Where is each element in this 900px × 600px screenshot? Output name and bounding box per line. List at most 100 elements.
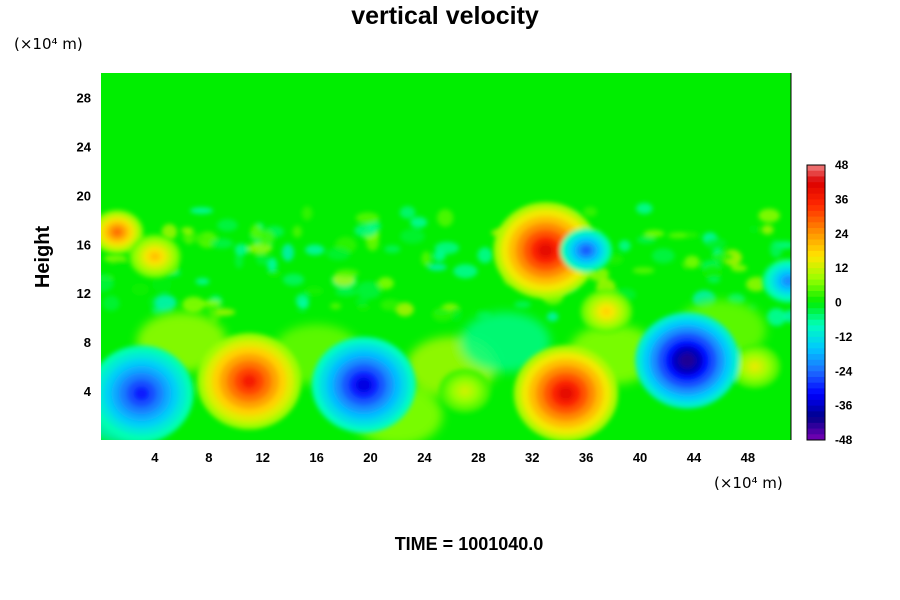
colorbar: 48 36 24 12 0 -12 -24 -36 -48 — [806, 158, 853, 447]
perturbation — [730, 264, 747, 272]
colorbar-segment — [807, 359, 825, 367]
perturbation — [514, 300, 531, 309]
colorbar-segment — [807, 165, 825, 172]
perturbation — [636, 202, 653, 215]
perturbation — [357, 304, 370, 311]
perturbation — [112, 259, 130, 267]
perturbation — [684, 255, 700, 269]
colorbar-segment — [807, 365, 825, 372]
perturbation — [301, 206, 313, 221]
downdraft-cell — [560, 228, 613, 273]
colorbar-segment — [807, 342, 825, 349]
perturbation — [356, 281, 382, 299]
perturbation — [400, 229, 425, 244]
contour-level — [241, 374, 258, 389]
perturbation — [453, 264, 478, 279]
colorbar-segment — [807, 428, 825, 435]
perturbation — [201, 299, 222, 306]
perturbation — [305, 286, 324, 296]
perturbation — [410, 216, 428, 228]
x-tick-label: 40 — [633, 450, 647, 465]
perturbation — [180, 233, 207, 243]
colorbar-segment — [807, 291, 825, 298]
perturbation — [673, 263, 686, 273]
perturbation — [432, 307, 453, 322]
colorbar-segment — [807, 199, 825, 206]
perturbation — [477, 247, 493, 264]
y-tick-label: 28 — [77, 90, 91, 105]
colorbar-segment — [807, 336, 825, 344]
colorbar-tick-label: -36 — [835, 399, 853, 413]
colorbar-segment — [807, 210, 825, 218]
x-tick-label: 24 — [417, 450, 432, 465]
colorbar-segment — [807, 313, 825, 321]
perturbation — [636, 235, 656, 244]
perturbation — [380, 299, 400, 311]
perturbation — [190, 207, 213, 215]
colorbar-segment — [807, 193, 825, 200]
perturbation — [450, 306, 462, 321]
contour-level — [750, 363, 759, 370]
colorbar-segment — [807, 422, 825, 430]
colorbar-segment — [807, 319, 825, 326]
perturbation — [704, 237, 727, 250]
perturbation — [643, 230, 665, 238]
colorbar-segment — [807, 228, 825, 235]
colorbar-segment — [807, 302, 825, 309]
updraft-cell — [513, 345, 618, 440]
perturbation — [384, 245, 401, 254]
colorbar-segment — [807, 187, 825, 195]
downdraft-cell — [101, 345, 194, 440]
colorbar-segment — [807, 273, 825, 281]
colorbar-segment — [807, 331, 825, 338]
colorbar-segment — [807, 382, 825, 389]
velocity-cells — [101, 202, 791, 440]
heatmap-plot-area — [101, 73, 791, 440]
perturbation — [234, 243, 249, 255]
colorbar-segment — [807, 417, 825, 424]
colorbar-segment — [807, 434, 825, 441]
contour-level — [679, 353, 696, 368]
colorbar-segment — [807, 296, 825, 303]
colorbar-segment — [807, 250, 825, 258]
perturbation — [399, 206, 416, 219]
perturbation — [266, 270, 281, 277]
perturbation — [632, 266, 655, 274]
perturbation — [131, 283, 149, 296]
colorbar-tick-label: 36 — [835, 192, 849, 206]
perturbation — [667, 232, 687, 239]
perturbation — [161, 223, 177, 240]
perturbation — [355, 296, 369, 306]
perturbation — [250, 224, 262, 240]
colorbar-segment — [807, 233, 825, 240]
perturbation — [182, 296, 205, 313]
perturbation — [766, 308, 787, 326]
colorbar-segment — [807, 371, 825, 378]
updraft-cell — [101, 210, 144, 255]
perturbation — [282, 273, 305, 286]
perturbation — [335, 268, 359, 278]
downdraft-cell — [311, 336, 416, 433]
colorbar-segment — [807, 256, 825, 263]
x-tick-label: 32 — [525, 450, 539, 465]
perturbation — [155, 294, 177, 312]
perturbation — [305, 244, 325, 256]
perturbation — [101, 273, 114, 292]
perturbation — [651, 248, 675, 264]
colorbar-segment — [807, 405, 825, 412]
updraft-cell — [128, 234, 181, 279]
colorbar-segment — [807, 285, 825, 292]
perturbation — [102, 295, 120, 311]
perturbation — [234, 250, 244, 269]
colorbar-tick-label: -12 — [835, 330, 853, 344]
perturbation — [546, 312, 559, 322]
colorbar-tick-label: 48 — [835, 158, 849, 172]
contour-level — [133, 386, 150, 401]
perturbation — [769, 240, 783, 258]
perturbation — [354, 224, 377, 238]
colorbar-segment — [807, 222, 825, 229]
x-tick-label: 12 — [255, 450, 269, 465]
colorbar-segment — [807, 354, 825, 361]
colorbar-segment — [807, 239, 825, 246]
